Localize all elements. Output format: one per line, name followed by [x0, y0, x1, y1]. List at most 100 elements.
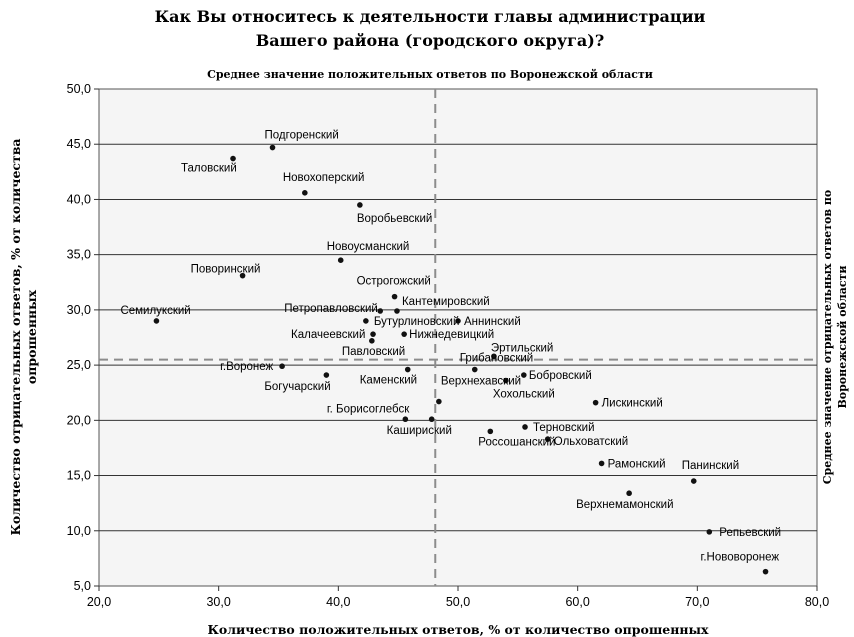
data-point — [592, 399, 599, 406]
data-point — [279, 363, 285, 370]
point-label: г.Воронеж — [220, 361, 273, 373]
point-label: Лискинский — [602, 398, 663, 410]
plot-area — [98, 88, 818, 587]
point-label: Острогожский — [357, 276, 431, 288]
data-point — [706, 529, 713, 535]
point-label: Терновский — [533, 422, 595, 434]
x-tick-label: 70,0 — [685, 595, 709, 609]
x-tick-label: 80,0 — [805, 595, 829, 609]
y-axis-ticks: 5,0 10,0 15,0 20,0 25,0 30,0 35,0 40,0 45,0 50,0 — [67, 82, 99, 593]
data-point — [369, 338, 375, 344]
y-tick-label: 5,0 — [74, 579, 91, 593]
data-point — [357, 202, 363, 208]
data-points — [153, 144, 769, 575]
data-point — [337, 257, 344, 263]
point-label: Богучарский — [264, 381, 330, 393]
point-label: Рамонский — [608, 458, 666, 470]
point-label: Нижнедевицкий — [409, 329, 494, 341]
y-tick-label: 15,0 — [67, 469, 91, 483]
point-label: Ольховатский — [554, 436, 628, 448]
x-tick-label: 60,0 — [565, 595, 589, 609]
point-label: Бобровский — [529, 370, 592, 382]
data-point — [391, 293, 398, 300]
data-point — [455, 318, 461, 324]
y-axis-title-line-1: Количество отрицательных ответов, % от к… — [8, 138, 23, 535]
point-label: Подгоренский — [265, 130, 339, 142]
point-label: Воробьевский — [357, 213, 432, 225]
y-tick-label: 45,0 — [67, 137, 91, 151]
point-label: Панинский — [682, 460, 739, 472]
data-point — [302, 190, 308, 196]
point-label: Поворинский — [191, 264, 261, 276]
data-point — [394, 308, 400, 314]
y-tick-label: 25,0 — [67, 358, 91, 372]
chart-title-line-1: Как Вы относитесь к деятельности главы а… — [155, 7, 706, 26]
point-label: Репьевский — [719, 527, 781, 539]
average-lines — [99, 89, 817, 586]
y-axis-title-line-2: опрошенных — [24, 289, 39, 384]
data-point — [690, 478, 697, 484]
point-label: Россошанский — [478, 436, 555, 448]
data-point — [503, 377, 509, 384]
y-tick-label: 10,0 — [67, 524, 91, 538]
y-tick-label: 30,0 — [67, 303, 91, 317]
point-label: Петропавловский — [284, 303, 378, 315]
data-point — [522, 424, 528, 430]
point-label: Верхнемамонский — [576, 499, 673, 511]
data-point — [404, 366, 411, 373]
point-label: Каменский — [360, 375, 417, 387]
data-point — [370, 331, 376, 337]
data-point — [323, 372, 330, 378]
data-point — [487, 428, 494, 435]
chart-title-line-2: Вашего района (городского округа)? — [256, 31, 604, 50]
data-point — [436, 398, 442, 405]
data-point — [471, 366, 478, 373]
point-label: Калачеевский — [291, 329, 365, 341]
point-labels: Подгоренский Таловский Новохоперский Воробь… — [120, 130, 781, 564]
point-label: Кашириский — [387, 425, 452, 437]
point-label: г.Нововоронеж — [701, 552, 780, 564]
right-label-line-2: Воронежской области — [836, 265, 849, 408]
data-point — [598, 460, 605, 467]
data-point — [521, 372, 527, 378]
x-axis-title: Количество положительных ответов, % от к… — [207, 622, 709, 637]
point-label: Хохольский — [493, 389, 555, 401]
data-point — [626, 490, 632, 497]
data-point — [363, 318, 369, 324]
point-label: Верхнехавский — [441, 376, 521, 388]
point-label: Новоусманский — [327, 241, 410, 253]
right-label-line-1: Среднее значение отрицательных ответов п… — [821, 190, 834, 485]
data-point — [239, 272, 246, 279]
data-point — [269, 144, 276, 151]
data-point — [401, 331, 407, 337]
data-point — [544, 436, 551, 442]
point-label: Новохоперский — [283, 172, 365, 184]
x-tick-label: 20,0 — [87, 595, 111, 609]
point-label: Грибановский — [460, 353, 533, 365]
data-point — [153, 318, 160, 324]
point-label: Эртильский — [491, 342, 553, 354]
grid-lines — [99, 143, 817, 532]
x-tick-label: 30,0 — [206, 595, 230, 609]
data-point — [402, 416, 409, 423]
y-tick-label: 50,0 — [67, 82, 91, 96]
data-point — [230, 155, 236, 162]
x-tick-label: 50,0 — [446, 595, 470, 609]
point-label: Бутурлиновский — [374, 316, 460, 328]
data-point — [762, 568, 769, 575]
y-tick-label: 40,0 — [67, 192, 91, 206]
x-tick-label: 40,0 — [326, 595, 350, 609]
y-tick-label: 20,0 — [67, 413, 91, 427]
data-point — [377, 308, 384, 314]
point-label: Семилукский — [120, 305, 190, 317]
point-label: Таловский — [181, 163, 237, 175]
point-label: г. Борисоглебск — [327, 404, 410, 416]
point-label: Павловский — [342, 346, 405, 358]
point-label: Кантемировский — [402, 296, 490, 308]
data-point — [428, 416, 435, 423]
point-label: Аннинский — [464, 316, 521, 328]
chart-subtitle: Среднее значение положительных ответов п… — [207, 68, 653, 81]
x-axis-ticks: 20,0 30,0 40,0 50,0 60,0 70,0 80,0 — [87, 586, 829, 609]
data-point — [491, 353, 497, 360]
